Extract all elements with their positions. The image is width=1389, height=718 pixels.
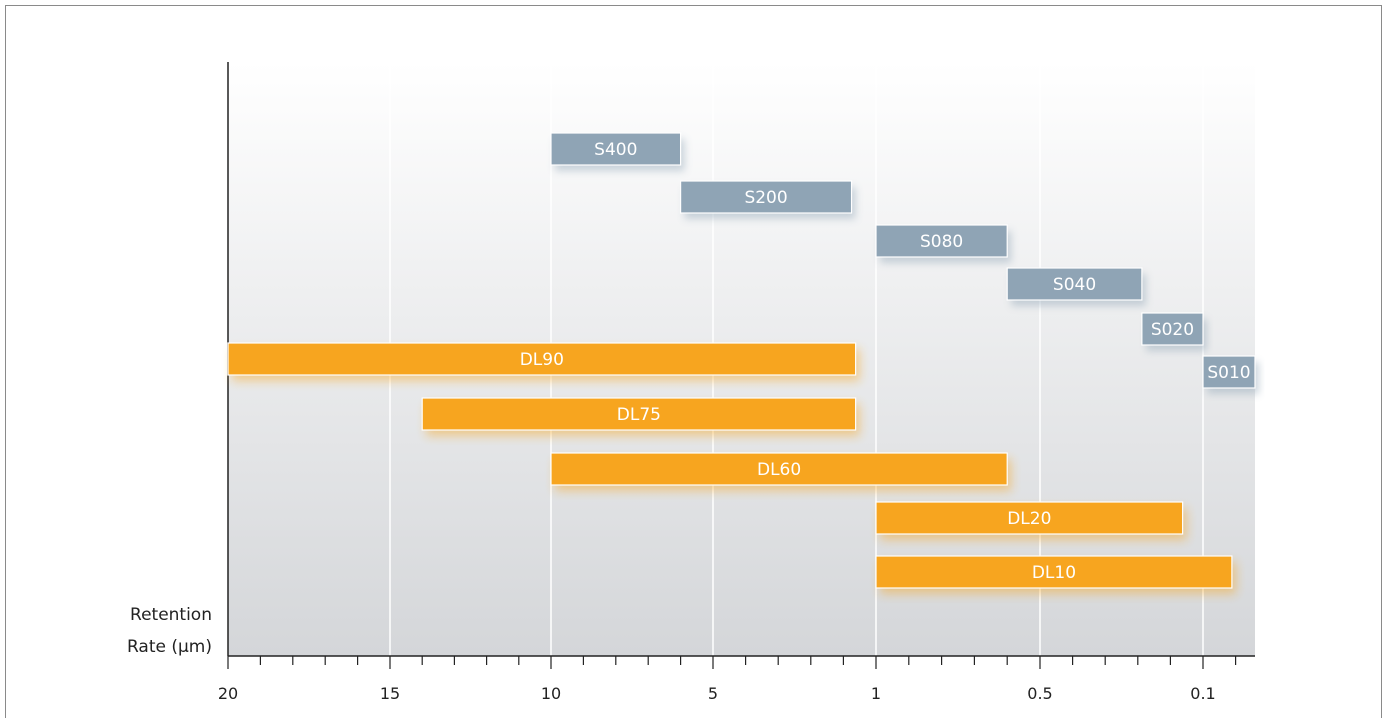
bar-rect: [550, 132, 682, 166]
bar-rect: [1141, 312, 1204, 346]
x-tick-label-0_5: 0.5: [1027, 684, 1052, 703]
x-tick-label-1: 1: [871, 684, 881, 703]
x-axis-ticks: [227, 656, 1237, 669]
bar-s020: S020: [1141, 312, 1207, 351]
x-tick-label-15: 15: [380, 684, 400, 703]
bar-label-s010: S010: [1207, 363, 1250, 383]
y-axis-label-line1: Retention: [130, 605, 212, 625]
bar-label-dl20: DL20: [1007, 509, 1051, 529]
bar-rect: [227, 342, 857, 376]
bar-dl90: DL90: [227, 342, 860, 381]
bar-s080: S080: [875, 224, 1012, 263]
y-axis-label-line2: Rate (µm): [127, 637, 212, 657]
x-tick-label-10: 10: [541, 684, 561, 703]
bar-rect: [875, 555, 1233, 589]
bar-label-s200: S200: [744, 188, 787, 208]
bar-rect: [679, 180, 853, 214]
bar-dl10: DL10: [875, 555, 1236, 594]
bars: S400 S200 S080 S040 S020 S010 DL90 DL75 DL60 DL20…: [227, 132, 1259, 594]
x-tick-label-20: 20: [218, 684, 238, 703]
bar-dl60: DL60: [550, 452, 1012, 491]
bar-s010: S010: [1202, 355, 1259, 394]
bar-label-s040: S040: [1053, 275, 1096, 295]
x-tick-label-0_1: 0.1: [1190, 684, 1215, 703]
bar-dl75: DL75: [421, 397, 860, 436]
bar-label-dl10: DL10: [1032, 563, 1076, 583]
bar-s200: S200: [679, 180, 856, 219]
bar-label-dl75: DL75: [617, 405, 661, 425]
bar-s400: S400: [550, 132, 685, 171]
bar-label-s020: S020: [1151, 320, 1194, 340]
bar-label-dl90: DL90: [520, 350, 564, 370]
bar-rect: [875, 501, 1184, 535]
bar-rect: [1006, 267, 1143, 301]
bar-s040: S040: [1006, 267, 1146, 306]
bar-rect: [875, 224, 1008, 258]
bar-rect: [550, 452, 1008, 486]
bar-label-dl60: DL60: [757, 460, 801, 480]
bar-dl20: DL20: [875, 501, 1187, 540]
x-tick-label-5: 5: [708, 684, 718, 703]
bar-rect: [421, 397, 857, 431]
bar-label-s080: S080: [920, 232, 963, 252]
x-axis-tick-labels: 20 15 10 5 1 0.5 0.1: [218, 684, 1216, 703]
bar-label-s400: S400: [594, 140, 637, 160]
bar-rect: [1202, 355, 1256, 389]
